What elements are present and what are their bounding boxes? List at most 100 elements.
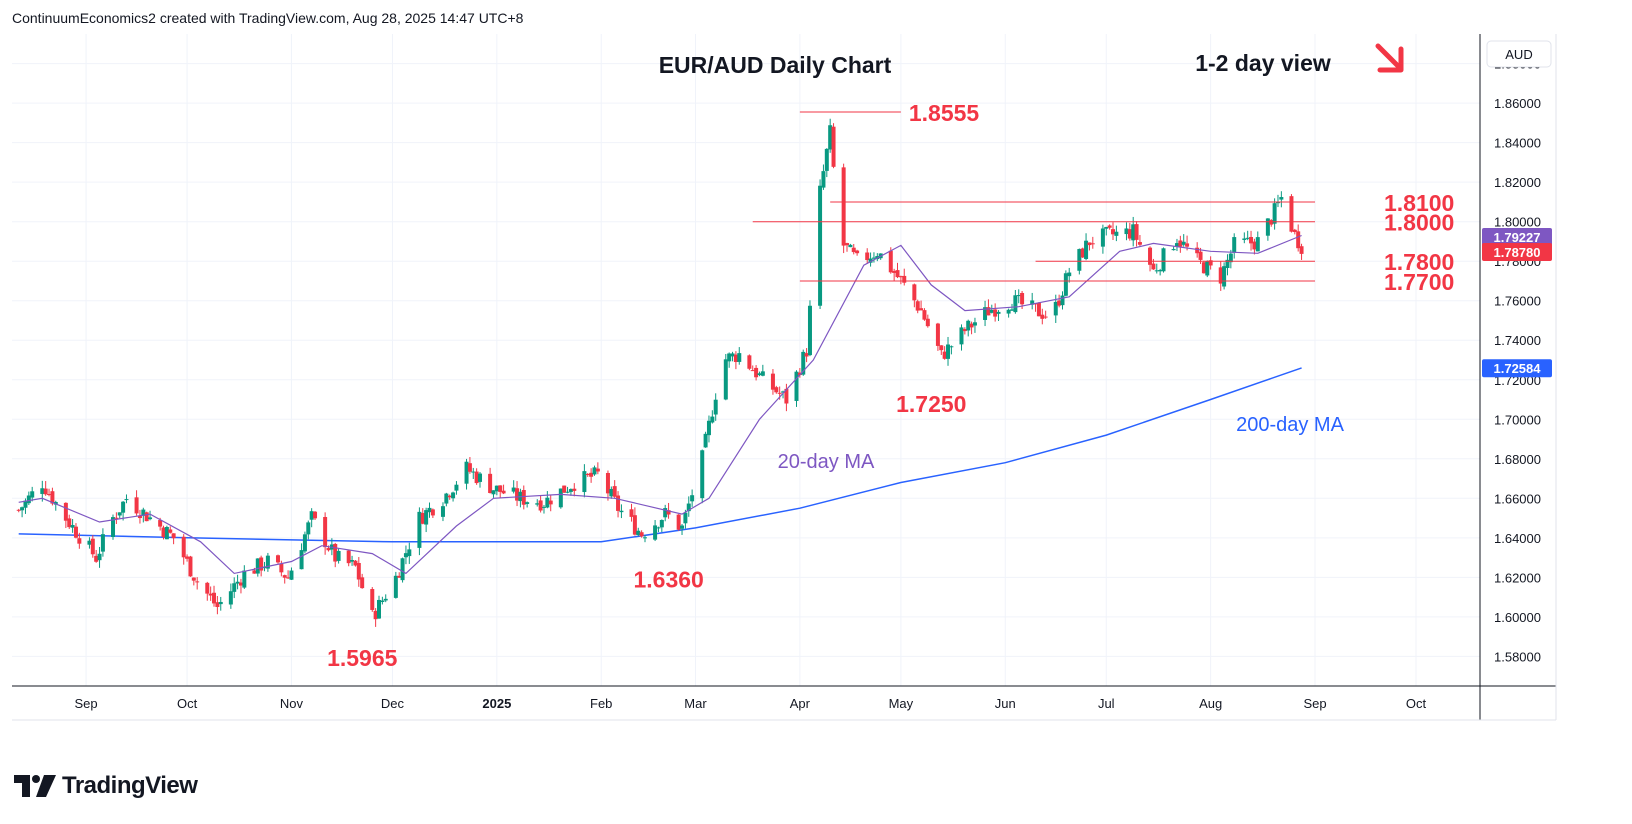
- candle-body: [737, 353, 742, 362]
- candle-body: [478, 473, 483, 482]
- price-tick-label: 1.66000: [1494, 491, 1541, 506]
- candle-body: [818, 185, 823, 306]
- price-tick-label: 1.80000: [1494, 215, 1541, 230]
- candle-body: [228, 591, 233, 605]
- candle-body: [1107, 225, 1112, 228]
- candle-body: [20, 507, 25, 511]
- candle-body: [750, 370, 755, 372]
- candle-body: [1181, 241, 1186, 245]
- time-axis[interactable]: Sep Oct Nov Dec 2025 Feb Mar Apr May Jun Jul Aug Sep…: [75, 696, 1427, 711]
- candle-body: [619, 510, 624, 513]
- candle-body: [191, 577, 196, 581]
- candle-body: [1249, 236, 1254, 244]
- candle-body: [26, 495, 31, 504]
- candle-body: [892, 270, 897, 273]
- candle-body: [1292, 229, 1297, 233]
- candle-body: [158, 520, 163, 527]
- candle-body: [639, 532, 644, 537]
- candle-body: [851, 247, 856, 253]
- tradingview-logo[interactable]: TradingView: [14, 772, 198, 800]
- candle-body: [474, 471, 479, 484]
- ma20-line: [18, 234, 1302, 575]
- candle-body: [313, 511, 318, 519]
- candle-body: [663, 508, 668, 518]
- candle-body: [393, 575, 398, 598]
- tradingview-wordmark: TradingView: [62, 772, 198, 799]
- candle-body: [188, 556, 193, 577]
- candle-body: [50, 491, 55, 504]
- candle-body: [1225, 259, 1230, 269]
- grid-lines: [12, 34, 1480, 686]
- candle-body: [1020, 292, 1025, 305]
- candle-body: [986, 307, 991, 316]
- candle-body: [1232, 237, 1237, 253]
- candle-body: [420, 512, 425, 524]
- candle-body: [653, 525, 658, 540]
- candle-body: [841, 167, 846, 246]
- candle-body: [1016, 295, 1021, 297]
- time-tick-label: Jul: [1098, 696, 1115, 711]
- candle-body: [1077, 249, 1082, 271]
- candle-body: [1275, 202, 1280, 204]
- chart-title: EUR/AUD Daily Chart: [659, 52, 892, 78]
- time-tick-label: Oct: [177, 696, 198, 711]
- candle-body: [659, 519, 664, 528]
- candle-body: [656, 527, 661, 529]
- candle-body: [279, 563, 284, 573]
- candle-body: [733, 354, 738, 363]
- candle-body: [275, 555, 280, 563]
- candle-body: [1208, 260, 1213, 266]
- candle-body: [730, 353, 735, 357]
- candle-body: [1100, 228, 1105, 247]
- time-tick-label: Mar: [684, 696, 707, 711]
- candle-body: [70, 525, 75, 528]
- candle-body: [373, 610, 378, 620]
- candle-body: [605, 472, 610, 494]
- candle-body: [1255, 237, 1260, 252]
- candle-body: [1053, 301, 1058, 316]
- candle-body: [686, 503, 691, 512]
- candle-body: [1043, 316, 1048, 318]
- candle-body: [1245, 237, 1250, 239]
- price-tick-label: 1.82000: [1494, 175, 1541, 190]
- candle-body: [447, 495, 452, 498]
- price-tick-label: 1.58000: [1494, 649, 1541, 664]
- candle-body: [949, 346, 954, 348]
- candle-body: [865, 252, 870, 261]
- candle-body: [538, 500, 543, 511]
- candle-body: [969, 323, 974, 328]
- candle-body: [612, 486, 617, 497]
- candle-body: [727, 353, 732, 362]
- candle-body: [137, 515, 142, 519]
- candle-body: [286, 577, 291, 579]
- candle-body: [282, 575, 287, 578]
- candle-body: [47, 494, 52, 496]
- candle-body: [935, 323, 940, 346]
- candle-body: [205, 582, 210, 594]
- candle-body: [996, 311, 1001, 314]
- candle-body: [777, 392, 782, 394]
- candle-body: [326, 548, 331, 551]
- candle-body: [710, 416, 715, 423]
- candle-body: [1080, 248, 1085, 258]
- candle-body: [1063, 273, 1068, 296]
- candle-body: [754, 367, 759, 378]
- candle-body: [259, 557, 264, 571]
- candle-body: [1228, 253, 1233, 263]
- candle-body: [491, 490, 496, 495]
- candle-body: [582, 471, 587, 493]
- candle-body: [336, 551, 341, 561]
- candle-body: [444, 493, 449, 504]
- price-badge: [1482, 359, 1552, 378]
- price-badge: [1482, 227, 1552, 246]
- candle-body: [1148, 247, 1153, 265]
- candle-body: [515, 488, 520, 501]
- candle-body: [424, 510, 429, 525]
- candle-body: [801, 351, 806, 375]
- candle-body: [1296, 231, 1301, 249]
- candle-body: [703, 433, 708, 448]
- currency-button[interactable]: [1486, 40, 1552, 68]
- candle-body: [235, 581, 240, 584]
